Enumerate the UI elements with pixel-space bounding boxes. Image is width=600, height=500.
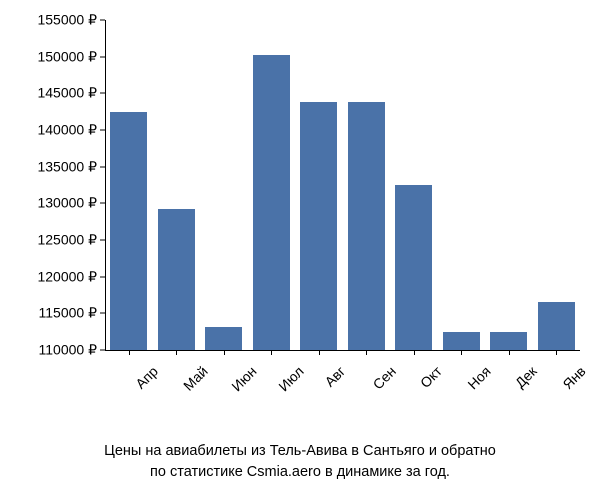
x-tick-mark	[509, 350, 510, 355]
x-tick-label: Сен	[370, 363, 399, 392]
bar	[253, 55, 290, 350]
x-tick-mark	[556, 350, 557, 355]
y-tick-label: 140000 ₽	[37, 122, 97, 139]
x-tick-mark	[414, 350, 415, 355]
x-tick-mark	[366, 350, 367, 355]
x-tick-label: Окт	[417, 363, 445, 391]
bar	[205, 327, 242, 350]
x-tick-mark	[461, 350, 462, 355]
y-tick-label: 155000 ₽	[37, 12, 97, 29]
y-tick-label: 135000 ₽	[37, 158, 97, 175]
y-axis: 110000 ₽115000 ₽120000 ₽125000 ₽130000 ₽…	[10, 20, 105, 350]
x-tick-label: Янв	[560, 363, 589, 392]
x-tick-mark	[224, 350, 225, 355]
x-tick-label: Май	[180, 363, 211, 394]
x-tick-label: Дек	[512, 363, 540, 391]
chart-caption: Цены на авиабилеты из Тель-Авива в Санть…	[0, 441, 600, 482]
caption-line1: Цены на авиабилеты из Тель-Авива в Санть…	[104, 443, 496, 459]
x-tick-mark	[176, 350, 177, 355]
caption-line2: по статистике Csmia.aero в динамике за г…	[150, 464, 450, 480]
y-tick-label: 150000 ₽	[37, 48, 97, 65]
bar	[158, 209, 195, 350]
x-tick-label: Июн	[228, 363, 259, 394]
y-tick-label: 145000 ₽	[37, 85, 97, 102]
x-tick-mark	[319, 350, 320, 355]
x-tick-mark	[271, 350, 272, 355]
bar	[538, 302, 575, 350]
x-tick-label: Июл	[276, 363, 307, 394]
x-tick-label: Апр	[132, 363, 161, 392]
bar	[395, 185, 432, 350]
y-tick-label: 110000 ₽	[39, 342, 97, 359]
x-axis-labels: АпрМайИюнИюлАвгСенОктНояДекЯнв	[105, 355, 580, 425]
plot-area	[105, 20, 580, 350]
bars-group	[105, 20, 580, 350]
bar	[490, 332, 527, 350]
y-tick-label: 125000 ₽	[37, 232, 97, 249]
chart-container: 110000 ₽ 115000 ₽ 120000 ₽ 125000 ₽ 130000 ₽…	[10, 10, 590, 440]
y-tick-label: 130000 ₽	[37, 195, 97, 212]
y-tick-label: 115000 ₽	[39, 305, 97, 322]
bar	[443, 332, 480, 350]
y-tick-label: 120000 ₽	[37, 268, 97, 285]
x-tick-label: Ноя	[465, 363, 494, 392]
x-tick-label: Авг	[321, 363, 348, 390]
x-tick-mark	[129, 350, 130, 355]
bar	[110, 112, 147, 350]
bar	[300, 102, 337, 350]
bar	[348, 102, 385, 350]
